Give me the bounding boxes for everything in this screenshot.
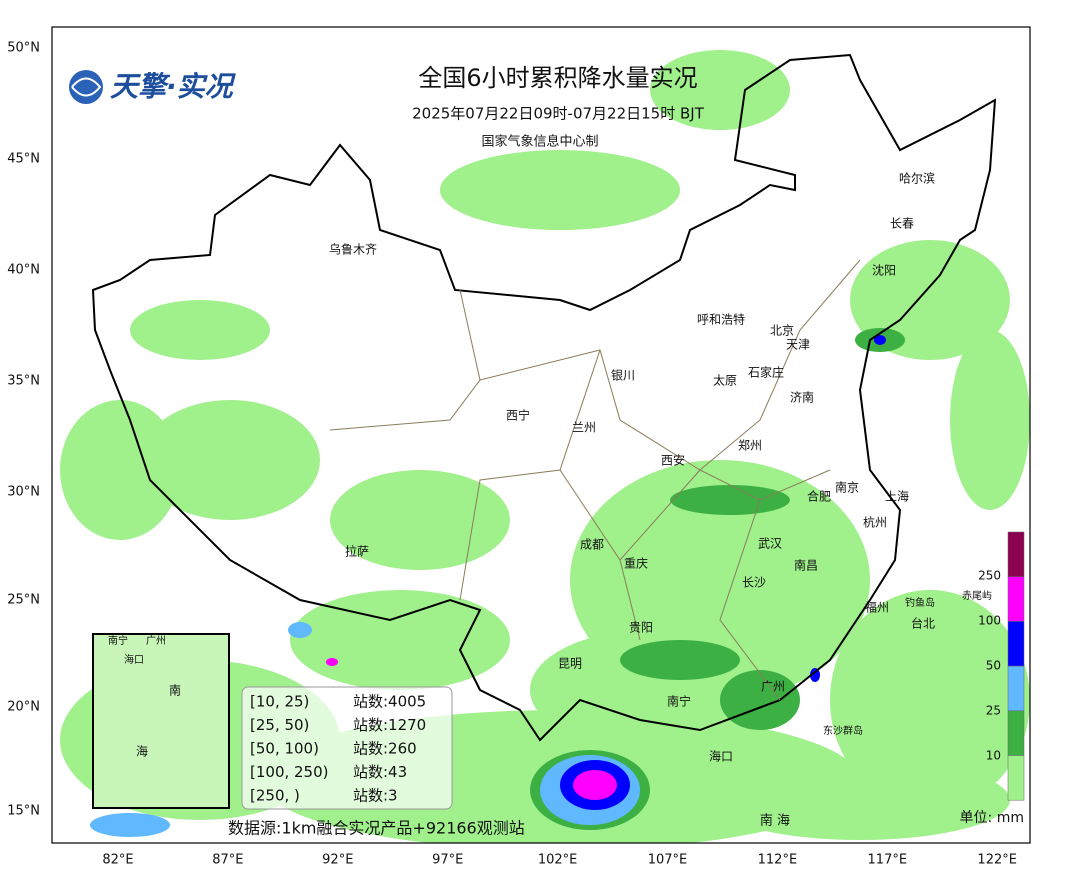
city-label: 哈尔滨 [899, 171, 935, 186]
city-label: 长沙 [742, 576, 766, 590]
data-source: 数据源:1km融合实况产品+92166观测站 [228, 819, 525, 838]
logo-text: 天擎·实况 [110, 70, 237, 103]
inset-label: 南宁 [108, 634, 128, 647]
title: 全国6小时累积降水量实况 [418, 64, 697, 92]
lon-label: 102°E [538, 853, 578, 868]
colorbar-segment [1007, 576, 1025, 622]
colorbar-segment [1007, 665, 1025, 712]
subtitle: 2025年07月22日09时-07月22日15时 BJT [412, 105, 705, 123]
colorbar-label: 100 [978, 614, 1001, 628]
inset-label: 南 [169, 683, 181, 698]
lon-label: 82°E [102, 853, 133, 868]
place-label: 东沙群岛 [823, 724, 863, 737]
stats-range: [250, ) [250, 787, 300, 805]
stats-range: [25, 50) [250, 716, 309, 734]
place-label: 南 海 [760, 813, 790, 829]
lat-label: 35°N [7, 374, 40, 389]
inset-map [92, 633, 230, 809]
city-label: 武汉 [758, 537, 782, 551]
city-label: 呼和浩特 [697, 312, 745, 327]
city-label: 贵阳 [629, 621, 653, 635]
city-label: 沈阳 [872, 263, 896, 278]
inset-label: 广州 [146, 635, 166, 647]
stats-range: [50, 100) [250, 740, 319, 758]
city-label: 福州 [865, 600, 889, 615]
colorbar-segment [1007, 621, 1025, 667]
stats-count: 站数:1270 [353, 716, 426, 734]
map-frame [51, 26, 1031, 844]
city-label: 长春 [890, 217, 914, 231]
colorbar-label: 250 [978, 569, 1001, 583]
lon-label: 97°E [432, 853, 463, 868]
city-label: 西宁 [506, 408, 530, 423]
colorbar-segment [1007, 710, 1025, 756]
place-label: 赤尾屿 [962, 590, 992, 602]
lon-label: 122°E [977, 853, 1017, 868]
lat-label: 15°N [7, 804, 40, 819]
lon-label: 92°E [322, 853, 353, 868]
city-label: 太原 [713, 373, 737, 388]
city-label: 南京 [835, 480, 859, 495]
city-label: 银川 [611, 369, 635, 383]
lat-label: 45°N [7, 152, 40, 167]
colorbar-segment [1007, 755, 1025, 801]
colorbar-label: 50 [986, 659, 1001, 673]
city-label: 广州 [761, 680, 785, 694]
place-label: 钓鱼岛 [905, 596, 935, 609]
precip-layer [52, 27, 1030, 843]
city-label: 兰州 [572, 421, 596, 435]
city-label: 台北 [911, 616, 935, 631]
stats-count: 站数:4005 [353, 693, 426, 711]
producer: 国家气象信息中心制 [481, 134, 598, 150]
city-label: 海口 [709, 749, 733, 764]
city-label: 乌鲁木齐 [329, 242, 377, 257]
city-label: 西安 [661, 453, 685, 468]
colorbar-label: 10 [986, 749, 1001, 763]
city-label: 北京 [770, 324, 794, 338]
stats-count: 站数:43 [353, 763, 407, 781]
stats-count: 站数:3 [353, 787, 398, 805]
city-label: 上海 [885, 489, 909, 504]
colorbar-label: 25 [986, 704, 1001, 718]
city-label: 南宁 [667, 694, 691, 709]
city-label: 拉萨 [345, 544, 369, 559]
stats-range: [10, 25) [250, 693, 309, 711]
inset-label: 海 [136, 744, 148, 759]
lon-label: 112°E [758, 853, 798, 868]
city-label: 南昌 [794, 558, 818, 573]
logo: 天擎·实况 [69, 70, 237, 104]
city-label: 济南 [790, 390, 814, 405]
city-label: 杭州 [863, 515, 887, 530]
lon-label: 87°E [212, 853, 243, 868]
city-label: 合肥 [807, 489, 831, 504]
stats-count: 站数:260 [353, 740, 417, 758]
lat-label: 25°N [7, 593, 40, 608]
inset-label: 海口 [124, 653, 144, 666]
lat-label: 40°N [7, 263, 40, 278]
lat-label: 20°N [7, 700, 40, 715]
lon-label: 107°E [648, 853, 688, 868]
city-label: 郑州 [738, 438, 762, 453]
lat-label: 30°N [7, 485, 40, 500]
lat-label: 50°N [7, 41, 40, 56]
city-label: 昆明 [558, 657, 582, 671]
stats-range: [100, 250) [250, 763, 329, 781]
colorbar-segment [1007, 531, 1025, 577]
lon-label: 117°E [868, 853, 908, 868]
stats-box [241, 686, 453, 810]
city-label: 成都 [580, 538, 604, 552]
city-label: 重庆 [624, 557, 648, 571]
city-label: 天津 [786, 338, 810, 352]
unit-label: 单位: mm [960, 810, 1024, 826]
city-label: 石家庄 [748, 365, 784, 380]
